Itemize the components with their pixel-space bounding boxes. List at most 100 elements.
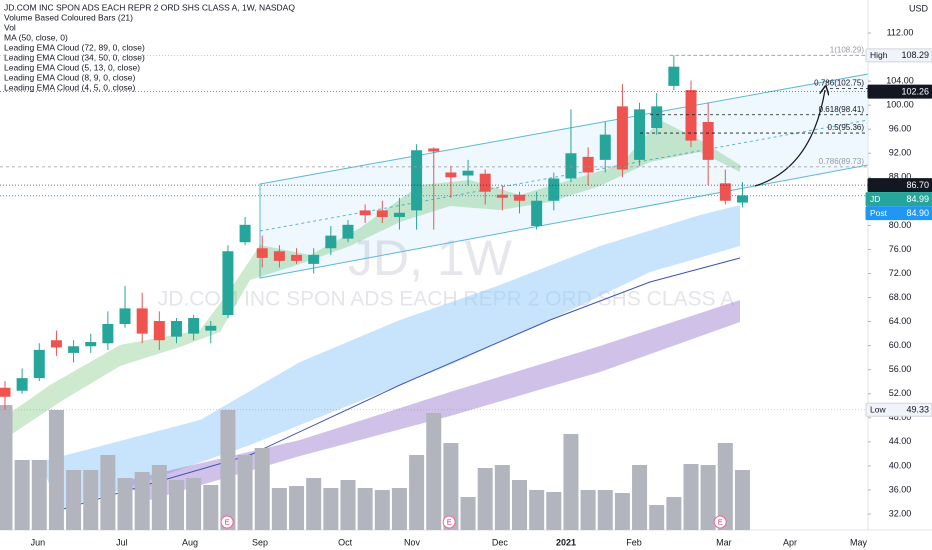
volume-bar — [666, 497, 682, 530]
candle-body — [393, 212, 405, 217]
volume-bar — [134, 472, 150, 530]
candle-body — [119, 308, 131, 325]
earnings-label: E — [718, 519, 723, 526]
volume-bar — [289, 486, 305, 530]
volume-bar — [66, 470, 82, 530]
fib-label: 0.618(98.41) — [819, 105, 865, 114]
indicator: Leading EMA Cloud (4, 5, 0, close) — [4, 82, 136, 92]
volume-bar — [151, 465, 167, 530]
indicator: Leading EMA Cloud (34, 50, 0, close) — [4, 52, 145, 62]
volume-bar — [323, 488, 339, 530]
y-tick-label: 48.00 — [889, 412, 912, 422]
indicator: Volume Based Coloured Bars (21) — [4, 12, 133, 22]
y-tick-label: 100.00 — [886, 100, 914, 110]
candle-body — [634, 109, 646, 160]
volume-bar — [117, 478, 133, 530]
candle-body — [222, 251, 234, 315]
y-tick-label: 52.00 — [889, 388, 912, 398]
volume-bar — [494, 465, 510, 530]
fib-label: 1(108.29) — [830, 45, 865, 54]
volume-bar — [357, 488, 373, 530]
earnings-marker — [713, 515, 727, 529]
candle-body — [85, 342, 97, 347]
y-tick-label: 32.00 — [889, 508, 912, 518]
candle-body — [736, 195, 748, 203]
volume-bar — [683, 464, 699, 530]
y-tick-label: 88.00 — [889, 172, 912, 182]
candle-body — [291, 254, 303, 261]
price-label-box — [865, 206, 932, 221]
watermark-symbol: JD, 1W — [348, 230, 513, 286]
candle-body — [411, 150, 423, 211]
volume-bar — [203, 485, 219, 530]
volume-bar — [254, 448, 270, 530]
earnings-label: E — [447, 519, 452, 526]
candle-body — [170, 321, 182, 337]
candle-body — [102, 324, 114, 344]
candle-body — [651, 106, 663, 129]
volume-bar — [632, 465, 648, 530]
price-label-box — [867, 178, 932, 193]
volume-bar — [83, 470, 99, 530]
volume-bar — [340, 480, 356, 530]
volume-bar — [717, 443, 733, 530]
earnings-label: E — [225, 519, 230, 526]
volume-bar — [563, 434, 579, 530]
candle-body — [256, 248, 268, 258]
volume-bar — [614, 493, 630, 530]
volume-bar — [48, 410, 64, 530]
x-tick-label: Mar — [716, 537, 732, 547]
price-label-name: Post — [870, 208, 888, 218]
volume-bar — [700, 465, 716, 530]
price-label-value: 49.33 — [906, 405, 929, 415]
candle-body — [702, 121, 714, 160]
candle-body — [239, 224, 251, 243]
y-tick-label: 96.00 — [889, 124, 912, 134]
candle-body — [0, 387, 11, 397]
y-tick-label: 56.00 — [889, 364, 912, 374]
volume-bar — [409, 455, 425, 530]
candle-body — [668, 66, 680, 86]
ma-line — [59, 257, 741, 511]
y-tick-label: 68.00 — [889, 292, 912, 302]
candle-body — [599, 134, 611, 160]
candle-body — [496, 194, 508, 198]
x-tick-label: Dec — [492, 537, 509, 547]
price-label-value: 102.26 — [901, 86, 929, 96]
x-tick-label: Oct — [338, 537, 353, 547]
x-tick-label: Nov — [404, 537, 421, 547]
volume-bar — [186, 478, 202, 530]
candle-body — [548, 178, 560, 201]
earnings-marker — [442, 515, 456, 529]
volume-bar — [546, 492, 562, 530]
volume-bar — [374, 490, 390, 530]
price-label-box — [865, 48, 932, 63]
header-title: JD.COM INC SPON ADS EACH REPR 2 ORD SHS … — [4, 2, 295, 12]
candle-body — [68, 346, 80, 353]
candle-body — [273, 251, 285, 261]
volume-bar — [529, 490, 545, 530]
earnings-marker — [220, 515, 234, 529]
candle-body — [50, 340, 62, 348]
indicator: Vol — [4, 22, 16, 32]
volume-bar — [306, 478, 322, 530]
y-tick-label: 80.00 — [889, 220, 912, 230]
volume-bar — [443, 443, 459, 530]
ema-cloud-blue — [40, 205, 740, 510]
volume-bar — [220, 410, 236, 530]
candle-body — [205, 325, 217, 331]
y-tick-label: 76.00 — [889, 244, 912, 254]
ema-cloud-green — [0, 120, 740, 442]
fib-label: 0.786(89.73) — [819, 157, 865, 166]
fib-label: 0.5(95.36) — [828, 123, 865, 132]
indicator: Leading EMA Cloud (5, 13, 0, close) — [4, 62, 140, 72]
candle-body — [33, 349, 45, 379]
indicator: Leading EMA Cloud (72, 89, 0, close) — [4, 42, 145, 52]
volume-bar — [14, 460, 30, 530]
y-tick-label: 36.00 — [889, 484, 912, 494]
volume-bar — [391, 488, 407, 530]
volume-bar — [271, 488, 287, 530]
x-tick-label: Aug — [182, 537, 198, 547]
candle-body — [685, 90, 697, 141]
price-label-box — [867, 84, 932, 99]
